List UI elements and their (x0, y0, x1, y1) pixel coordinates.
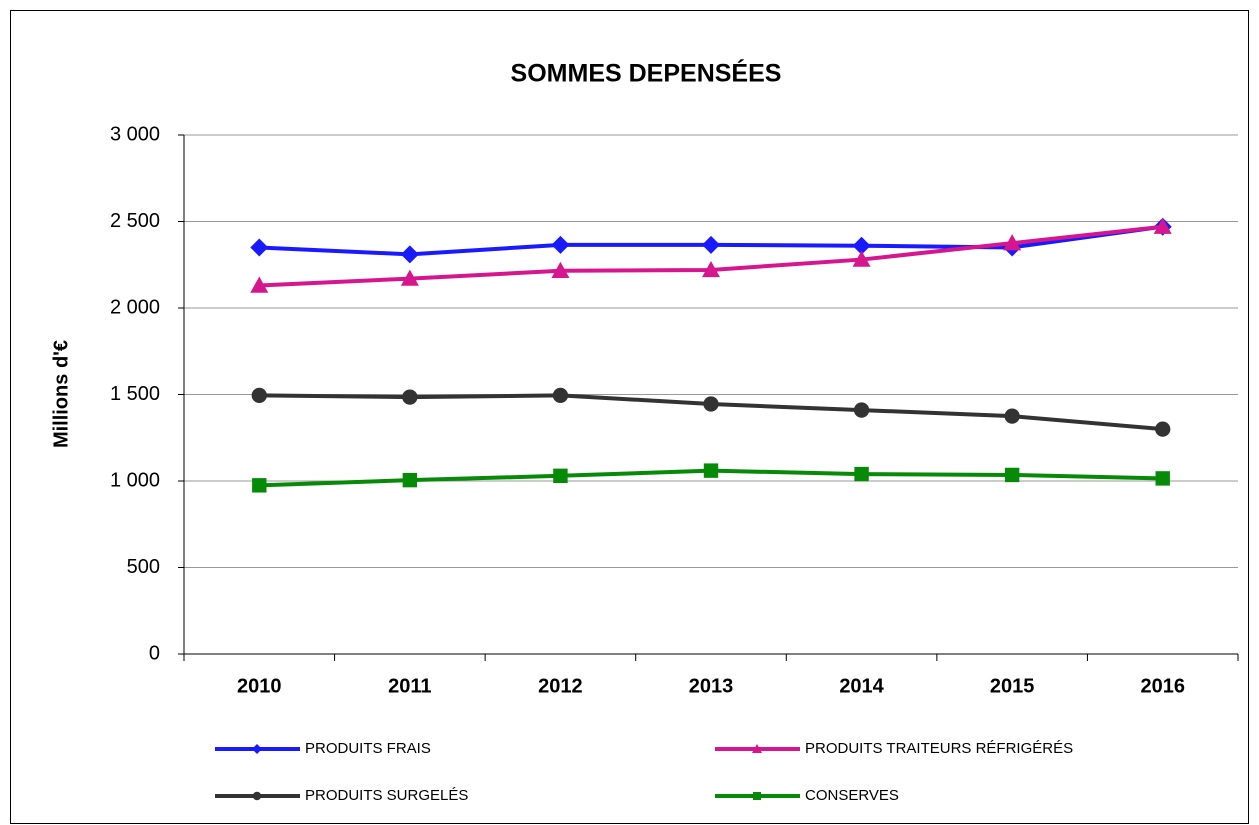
marker (752, 744, 762, 753)
marker (552, 387, 569, 404)
x-tick-label: 2012 (538, 675, 583, 697)
marker (853, 402, 870, 418)
marker (252, 791, 262, 801)
x-tick-label: 2011 (388, 675, 431, 697)
marker (1004, 408, 1020, 424)
marker (402, 389, 418, 405)
marker (753, 792, 761, 800)
y-tick-label: 2 000 (110, 296, 160, 318)
marker (854, 466, 869, 482)
marker (852, 236, 871, 255)
legend-label: PRODUITS FRAIS (305, 740, 431, 757)
marker (703, 396, 719, 412)
y-tick-label: 3 000 (110, 123, 160, 145)
marker (702, 235, 720, 254)
marker (553, 468, 568, 484)
marker (252, 744, 262, 754)
marker (1004, 467, 1020, 483)
y-tick-label: 0 (149, 642, 160, 664)
marker (1153, 217, 1172, 234)
x-tick-label: 2010 (237, 675, 282, 697)
y-tick-label: 500 (127, 556, 160, 578)
y-tick-label: 1 500 (110, 383, 160, 405)
y-tick-label: 1 000 (110, 469, 160, 491)
marker (551, 261, 570, 279)
marker (1155, 471, 1170, 486)
marker (1003, 234, 1022, 251)
marker (402, 472, 418, 488)
legend-label: PRODUITS SURGELÉS (305, 787, 468, 804)
y-tick-label: 2 500 (110, 210, 160, 232)
marker (252, 478, 267, 493)
marker (551, 235, 570, 254)
marker (251, 387, 267, 404)
marker (703, 463, 719, 478)
legend-label: PRODUITS TRAITEURS RÉFRIGÉRÉS (805, 740, 1073, 757)
marker (852, 250, 871, 267)
marker (400, 245, 419, 264)
x-tick-label: 2013 (689, 675, 734, 697)
legend-label: CONSERVES (805, 787, 899, 804)
y-axis-label: Millions d'€ (50, 340, 72, 448)
marker (400, 269, 419, 286)
marker (250, 238, 269, 257)
x-tick-label: 2015 (990, 675, 1035, 697)
chart-title: SOMMES DEPENSÉES (511, 59, 782, 88)
x-tick-label: 2016 (1140, 675, 1185, 697)
x-tick-label: 2014 (839, 675, 884, 697)
marker (250, 276, 269, 293)
marker (702, 260, 720, 278)
marker (1155, 421, 1171, 437)
chart-border (10, 10, 1249, 824)
